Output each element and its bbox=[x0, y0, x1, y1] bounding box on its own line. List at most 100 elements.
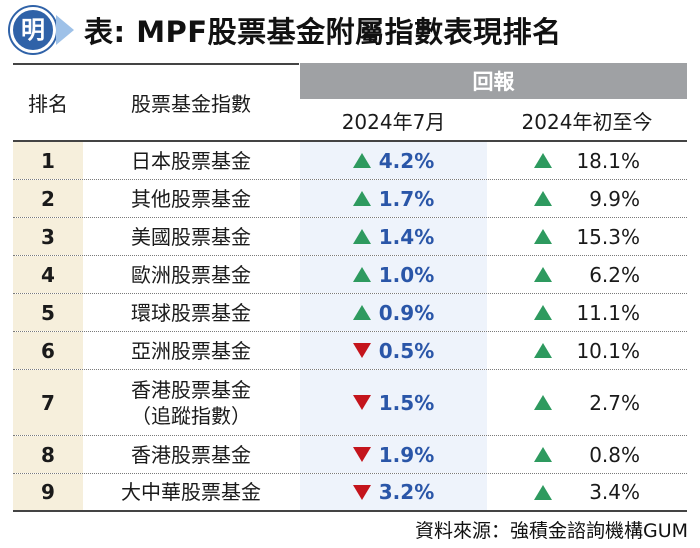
header-index: 股票基金指數 bbox=[131, 91, 251, 116]
table-body: 1 日本股票基金 4.2% 18.1% 2 其他股票基金 1.7% 9.9% 3 美國股票基金 1.… bbox=[13, 142, 687, 512]
table-row: 7 香港股票基金 （追蹤指數） 1.5% 2.7% bbox=[13, 370, 687, 436]
table-row: 9 大中華股票基金 3.2% 3.4% bbox=[13, 474, 687, 512]
up-triangle-icon bbox=[534, 153, 552, 168]
rank-cell: 4 bbox=[13, 256, 83, 293]
index-name: 其他股票基金 bbox=[131, 186, 251, 211]
table-row: 5 環球股票基金 0.9% 11.1% bbox=[13, 294, 687, 332]
down-triangle-icon bbox=[352, 447, 371, 462]
ytd-return-cell: 10.1% bbox=[487, 332, 687, 369]
down-triangle-icon bbox=[352, 343, 371, 358]
index-name: 美國股票基金 bbox=[131, 224, 251, 249]
month-return-cell: 1.9% bbox=[300, 436, 487, 473]
rank-cell: 5 bbox=[13, 294, 83, 331]
up-triangle-icon bbox=[534, 191, 552, 206]
month-return-cell: 1.4% bbox=[300, 218, 487, 255]
ytd-return-value: 9.9% bbox=[589, 186, 640, 211]
up-triangle-icon bbox=[352, 191, 371, 206]
month-return-cell: 0.5% bbox=[300, 332, 487, 369]
header-returns: 回報 bbox=[300, 63, 687, 99]
month-return-cell: 1.5% bbox=[300, 370, 487, 435]
month-return-value: 1.0% bbox=[378, 262, 435, 287]
header: 明 表: MPF股票基金附屬指數表現排名 bbox=[0, 0, 700, 60]
month-return-value: 0.9% bbox=[378, 300, 435, 325]
ytd-return-value: 18.1% bbox=[576, 148, 640, 173]
up-triangle-icon bbox=[534, 343, 552, 358]
month-return-value: 1.7% bbox=[378, 186, 435, 211]
index-name-cell: 環球股票基金 bbox=[83, 294, 299, 331]
ytd-return-cell: 6.2% bbox=[487, 256, 687, 293]
month-return-cell: 0.9% bbox=[300, 294, 487, 331]
rank-cell: 6 bbox=[13, 332, 83, 369]
ytd-return-value: 2.7% bbox=[589, 390, 640, 415]
up-triangle-icon bbox=[534, 229, 552, 244]
up-triangle-icon bbox=[352, 267, 371, 282]
up-triangle-icon bbox=[534, 305, 552, 320]
index-name-cell: 亞洲股票基金 bbox=[83, 332, 299, 369]
up-triangle-icon bbox=[534, 395, 552, 410]
ytd-return-cell: 2.7% bbox=[487, 370, 687, 435]
table-title: 表: MPF股票基金附屬指數表現排名 bbox=[84, 15, 562, 49]
ytd-return-cell: 0.8% bbox=[487, 436, 687, 473]
month-return-value: 1.4% bbox=[378, 224, 435, 249]
index-name: 香港股票基金 bbox=[131, 442, 251, 467]
newspaper-logo: 明 bbox=[10, 7, 56, 53]
month-return-value: 1.5% bbox=[378, 390, 435, 415]
month-return-value: 3.2% bbox=[378, 480, 435, 504]
down-triangle-icon bbox=[352, 395, 371, 410]
ytd-return-cell: 3.4% bbox=[487, 474, 687, 510]
header-month: 2024年7月 bbox=[341, 109, 446, 134]
ytd-return-value: 15.3% bbox=[576, 224, 640, 249]
ytd-return-cell: 18.1% bbox=[487, 142, 687, 179]
header-rule bbox=[13, 140, 687, 142]
rank-cell: 8 bbox=[13, 436, 83, 473]
index-name: 香港股票基金 bbox=[131, 377, 251, 402]
up-triangle-icon bbox=[534, 447, 552, 462]
rank-cell: 7 bbox=[13, 370, 83, 435]
ytd-return-cell: 9.9% bbox=[487, 180, 687, 217]
top-rule bbox=[13, 63, 299, 65]
month-return-value: 4.2% bbox=[378, 148, 435, 173]
ytd-return-value: 3.4% bbox=[589, 480, 640, 504]
month-return-value: 0.5% bbox=[378, 338, 435, 363]
header-ytd: 2024年初至今 bbox=[521, 109, 653, 134]
month-return-cell: 4.2% bbox=[300, 142, 487, 179]
index-name: 環球股票基金 bbox=[131, 300, 251, 325]
month-return-cell: 1.7% bbox=[300, 180, 487, 217]
index-name-cell: 歐洲股票基金 bbox=[83, 256, 299, 293]
rank-cell: 1 bbox=[13, 142, 83, 179]
index-name-cell: 美國股票基金 bbox=[83, 218, 299, 255]
index-name: 日本股票基金 bbox=[131, 148, 251, 173]
ytd-return-value: 6.2% bbox=[589, 262, 640, 287]
table-header: 排名 股票基金指數 回報 2024年7月 2024年初至今 bbox=[13, 63, 687, 142]
rank-cell: 2 bbox=[13, 180, 83, 217]
ytd-return-value: 0.8% bbox=[589, 442, 640, 467]
index-name: 大中華股票基金 bbox=[121, 480, 261, 504]
table-row: 1 日本股票基金 4.2% 18.1% bbox=[13, 142, 687, 180]
index-name-cell: 日本股票基金 bbox=[83, 142, 299, 179]
up-triangle-icon bbox=[352, 305, 371, 320]
up-triangle-icon bbox=[352, 229, 371, 244]
index-name-cell: 大中華股票基金 bbox=[83, 474, 299, 510]
ytd-return-cell: 11.1% bbox=[487, 294, 687, 331]
table-row: 6 亞洲股票基金 0.5% 10.1% bbox=[13, 332, 687, 370]
ytd-return-cell: 15.3% bbox=[487, 218, 687, 255]
month-return-cell: 3.2% bbox=[300, 474, 487, 510]
month-return-value: 1.9% bbox=[378, 442, 435, 467]
up-triangle-icon bbox=[534, 484, 552, 500]
table-row: 3 美國股票基金 1.4% 15.3% bbox=[13, 218, 687, 256]
table-row: 2 其他股票基金 1.7% 9.9% bbox=[13, 180, 687, 218]
table-row: 8 香港股票基金 1.9% 0.8% bbox=[13, 436, 687, 474]
source-note: 資料來源：強積金諮詢機構GUM bbox=[414, 520, 688, 542]
ytd-return-value: 10.1% bbox=[576, 338, 640, 363]
month-return-cell: 1.0% bbox=[300, 256, 487, 293]
index-name-note: （追蹤指數） bbox=[131, 403, 251, 428]
index-name: 歐洲股票基金 bbox=[131, 262, 251, 287]
rank-cell: 3 bbox=[13, 218, 83, 255]
index-name: 亞洲股票基金 bbox=[131, 338, 251, 363]
index-name-cell: 其他股票基金 bbox=[83, 180, 299, 217]
index-name-cell: 香港股票基金 bbox=[83, 436, 299, 473]
rank-cell: 9 bbox=[13, 474, 83, 510]
logo-arrow-icon bbox=[56, 15, 74, 45]
up-triangle-icon bbox=[534, 267, 552, 282]
table-row: 4 歐洲股票基金 1.0% 6.2% bbox=[13, 256, 687, 294]
